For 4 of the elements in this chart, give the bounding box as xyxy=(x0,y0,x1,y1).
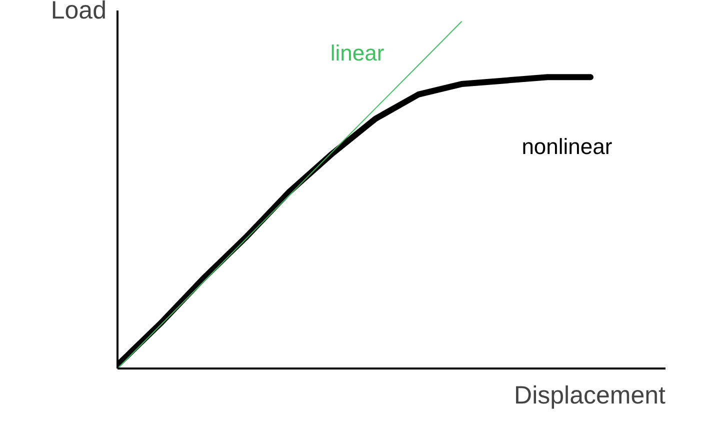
x-axis-title: Displacement xyxy=(514,382,666,410)
series-label: linear xyxy=(330,40,384,66)
y-axis-title: Load xyxy=(50,0,107,24)
text: nonlinear xyxy=(522,134,612,159)
